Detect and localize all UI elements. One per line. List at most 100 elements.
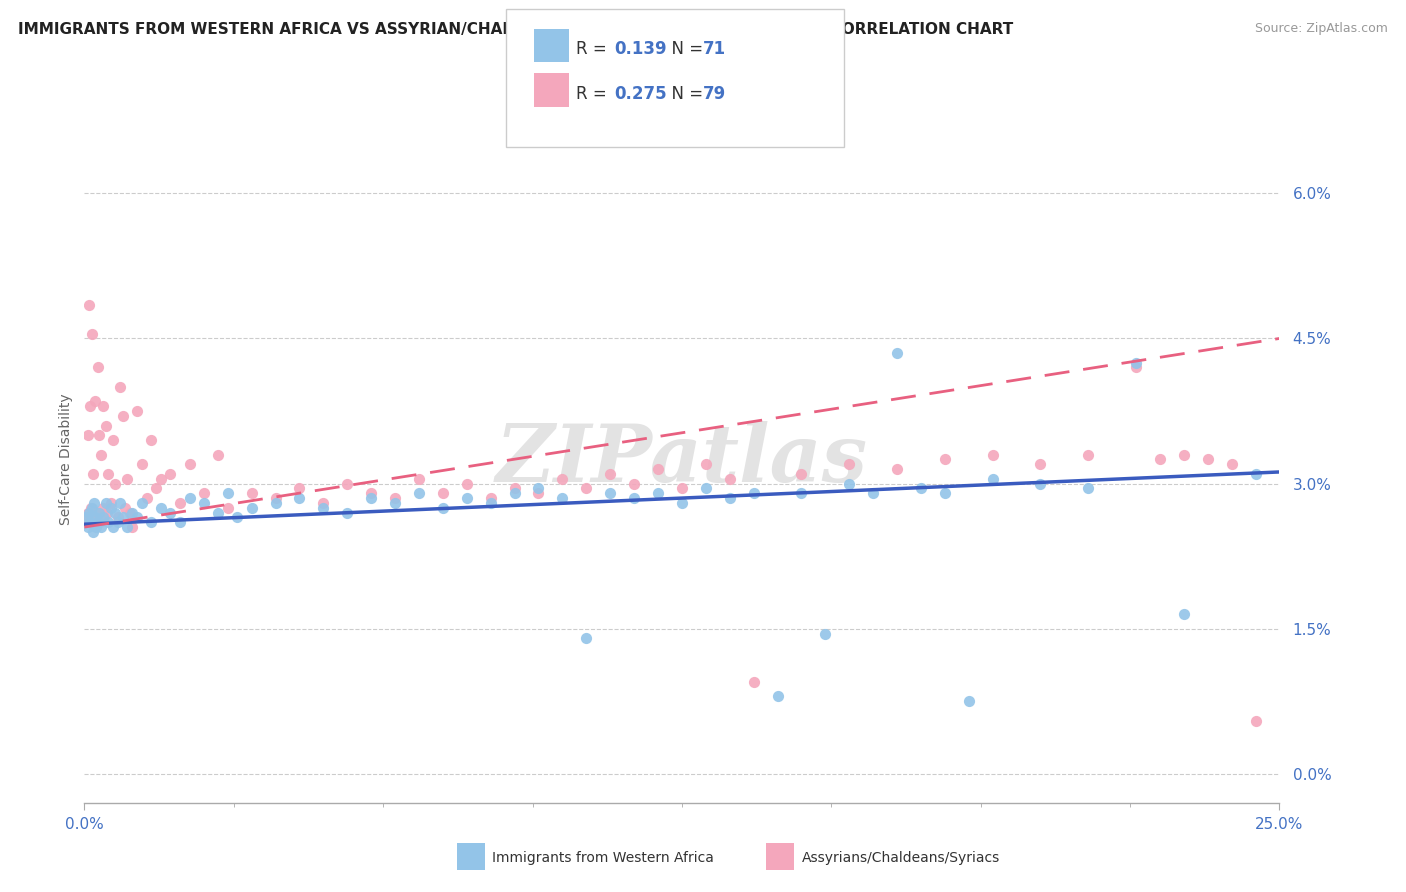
Point: [87, 515, 110, 529]
Point: [86, 520, 108, 534]
Point: [647, 462, 669, 476]
Text: N =: N =: [661, 85, 709, 103]
Point: [111, 510, 134, 524]
Point: [503, 482, 526, 496]
Point: [80, 500, 103, 515]
Y-axis label: Self-Care Disability: Self-Care Disability: [59, 393, 73, 525]
Point: [96, 506, 118, 520]
Point: [695, 457, 717, 471]
Point: [94, 496, 117, 510]
Point: [193, 496, 215, 510]
Point: [838, 476, 860, 491]
Point: [886, 462, 908, 476]
Point: [360, 486, 382, 500]
Point: [87, 360, 110, 375]
Point: [91, 500, 114, 515]
Point: [86, 506, 108, 520]
Point: [1029, 476, 1052, 491]
Text: 71: 71: [703, 40, 725, 58]
Point: [408, 486, 430, 500]
Text: 79: 79: [703, 85, 727, 103]
Point: [1077, 448, 1099, 462]
Point: [1173, 448, 1195, 462]
Text: IMMIGRANTS FROM WESTERN AFRICA VS ASSYRIAN/CHALDEAN/SYRIAC SELF-CARE DISABILITY : IMMIGRANTS FROM WESTERN AFRICA VS ASSYRI…: [18, 22, 1014, 37]
Point: [77, 520, 100, 534]
Point: [575, 482, 598, 496]
Point: [87, 428, 110, 442]
Point: [131, 457, 153, 471]
Point: [384, 496, 406, 510]
Point: [934, 452, 956, 467]
Point: [718, 472, 741, 486]
Point: [77, 506, 100, 520]
Point: [207, 448, 229, 462]
Point: [264, 496, 287, 510]
Point: [83, 510, 105, 524]
Point: [100, 500, 122, 515]
Point: [240, 500, 263, 515]
Point: [121, 506, 143, 520]
Text: Assyrians/Chaldeans/Syriacs: Assyrians/Chaldeans/Syriacs: [801, 851, 1000, 865]
Point: [647, 486, 669, 500]
Point: [790, 486, 813, 500]
Point: [217, 500, 239, 515]
Point: [336, 506, 359, 520]
Point: [94, 418, 117, 433]
Point: [336, 476, 359, 491]
Point: [149, 500, 172, 515]
Point: [456, 491, 478, 505]
Point: [83, 394, 105, 409]
Point: [82, 467, 104, 481]
Point: [80, 500, 103, 515]
Point: [114, 500, 136, 515]
Point: [886, 346, 908, 360]
Point: [479, 491, 502, 505]
Point: [79, 515, 101, 529]
Point: [766, 690, 789, 704]
Point: [135, 491, 157, 505]
Point: [107, 510, 129, 524]
Point: [957, 694, 980, 708]
Point: [83, 496, 105, 510]
Point: [193, 486, 215, 500]
Point: [141, 433, 163, 447]
Point: [159, 467, 181, 481]
Text: Source: ZipAtlas.com: Source: ZipAtlas.com: [1254, 22, 1388, 36]
Point: [118, 506, 141, 520]
Point: [838, 457, 860, 471]
Point: [111, 409, 134, 423]
Point: [217, 486, 239, 500]
Point: [432, 500, 454, 515]
Text: N =: N =: [661, 40, 709, 58]
Point: [76, 428, 98, 442]
Point: [117, 520, 139, 534]
Point: [110, 496, 132, 510]
Point: [179, 457, 201, 471]
Text: 0.139: 0.139: [614, 40, 666, 58]
Point: [93, 510, 115, 524]
Point: [432, 486, 454, 500]
Point: [141, 515, 163, 529]
Point: [104, 476, 127, 491]
Point: [862, 486, 884, 500]
Point: [149, 472, 172, 486]
Point: [131, 496, 153, 510]
Point: [360, 491, 382, 505]
Point: [93, 399, 115, 413]
Point: [101, 520, 124, 534]
Point: [76, 510, 98, 524]
Point: [1125, 356, 1147, 370]
Point: [77, 297, 100, 311]
Point: [695, 482, 717, 496]
Point: [82, 524, 104, 539]
Point: [169, 496, 191, 510]
Point: [408, 472, 430, 486]
Point: [718, 491, 741, 505]
Point: [107, 515, 129, 529]
Point: [159, 506, 181, 520]
Point: [79, 399, 101, 413]
Point: [790, 467, 813, 481]
Text: Immigrants from Western Africa: Immigrants from Western Africa: [492, 851, 714, 865]
Point: [77, 506, 100, 520]
Point: [503, 486, 526, 500]
